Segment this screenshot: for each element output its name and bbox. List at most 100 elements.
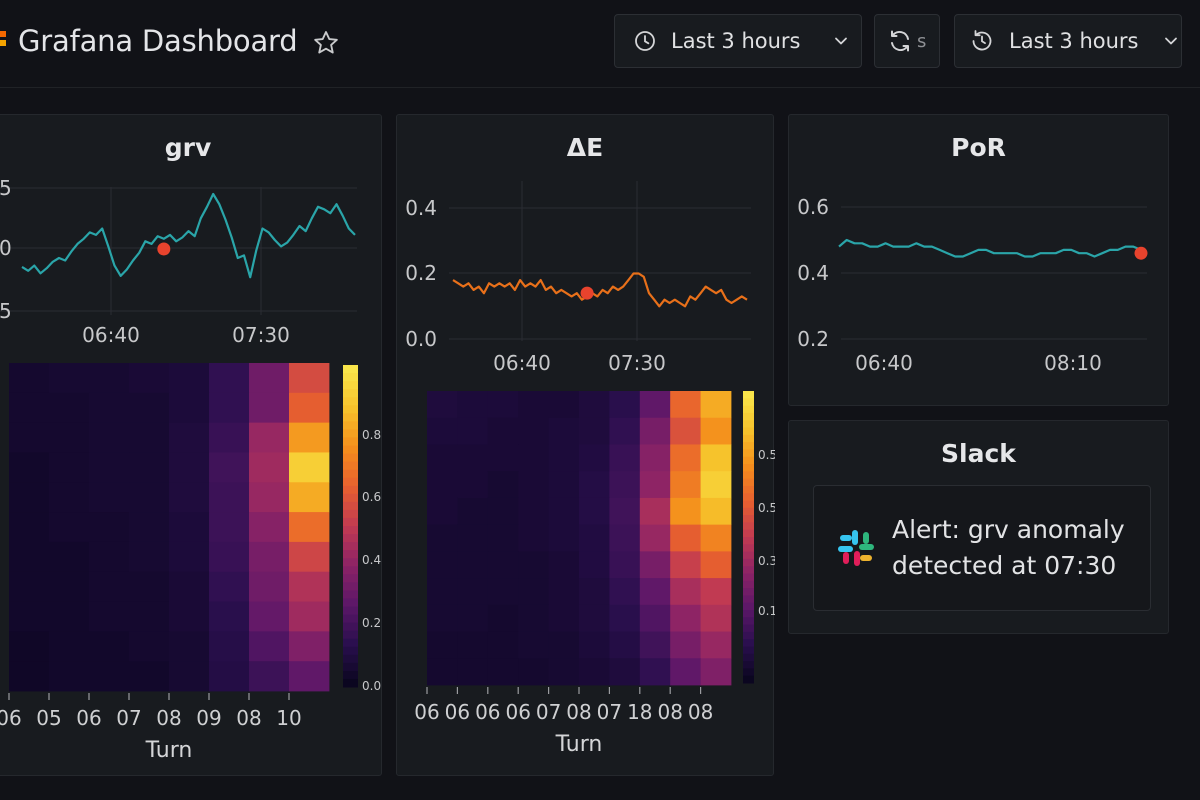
heatmap-cell: [579, 578, 610, 606]
heatmap-cell: [169, 571, 210, 602]
heatmap-cell: [249, 571, 290, 602]
star-icon[interactable]: [312, 29, 340, 57]
heatmap-cell: [487, 551, 519, 579]
x-category-label: 06: [505, 700, 530, 724]
heatmap-cell: [700, 497, 732, 526]
anomaly-marker: [580, 286, 594, 300]
colorbar-segment: [743, 631, 754, 640]
heatmap-cell: [457, 497, 489, 526]
heatmap-cell: [129, 482, 170, 513]
x-category-label: 08: [156, 706, 181, 730]
heatmap-cell: [518, 471, 549, 499]
panel-delta-e[interactable]: ΔE 0.4 0.2 0.0 06:40 07:30 06 06 06 06 07 08 07 18 08…: [396, 114, 775, 776]
y-tick-label: 0.2: [405, 261, 437, 285]
heatmap-cell: [548, 524, 580, 552]
colorbar-segment: [343, 421, 358, 430]
x-category-label: 08: [657, 700, 682, 724]
heatmap-cell: [670, 604, 701, 632]
heatmap-cell: [609, 444, 641, 472]
time-range-picker-secondary[interactable]: Last 3 hours: [954, 14, 1182, 68]
colorbar-segment: [743, 653, 754, 662]
heatmap-cell: [249, 601, 290, 632]
colorbar-segment: [343, 477, 358, 487]
heatmap-cell: [289, 452, 330, 483]
heatmap-cell: [609, 658, 641, 686]
colorbar-segment: [743, 412, 754, 421]
colorbar-segment: [743, 551, 754, 560]
heatmap-cell: [169, 392, 210, 424]
heatmap-cell: [249, 631, 290, 662]
anomaly-marker: [1134, 246, 1148, 260]
colorbar-segment: [743, 434, 754, 443]
panel-grv[interactable]: grv 5 0 5 06:40 07:30 06 05 06 07 08 09 08 10 Turn 0.8…: [0, 114, 382, 776]
heatmap-cell: [49, 363, 90, 394]
time-range-label-secondary: Last 3 hours: [1009, 29, 1139, 53]
x-category-label: 08: [566, 700, 591, 724]
heatmap-cell: [518, 497, 549, 526]
heatmap-cell: [639, 658, 671, 686]
colorbar-segment: [343, 445, 358, 455]
x-category-label: 06: [414, 700, 439, 724]
colorbar-segment: [343, 598, 358, 607]
heatmap-cell: [49, 541, 90, 573]
heatmap-cell: [487, 658, 519, 686]
colorbar-segment: [343, 646, 358, 656]
refresh-button[interactable]: s: [874, 14, 940, 68]
series-line-ΔE: [452, 272, 748, 308]
heatmap-cell: [639, 444, 671, 472]
colorbar-segment: [343, 622, 358, 632]
heatmap-cell: [639, 604, 671, 632]
heatmap-cell: [169, 631, 210, 662]
heatmap-cell: [609, 497, 641, 526]
panel-por[interactable]: PoR 0.6 0.4 0.2 06:40 08:10: [788, 114, 1169, 406]
heatmap-cell: [670, 417, 701, 445]
heatmap-cell: [639, 497, 671, 526]
panel-slack[interactable]: Slack Alert: grv anomaly detected at 07:…: [788, 420, 1169, 634]
x-category-label: 07: [116, 706, 141, 730]
heatmap-cell: [457, 551, 489, 579]
heatmap-cell: [518, 524, 549, 552]
colorbar-segment: [743, 661, 754, 669]
colorbar-segment: [743, 427, 754, 436]
heatmap-cell: [457, 417, 489, 445]
heatmap-cell: [9, 422, 50, 453]
heatmap-cell: [9, 661, 50, 692]
heatmap-cell: [427, 631, 458, 659]
heatmap-cell: [89, 482, 130, 513]
heatmap-cell: [129, 571, 170, 602]
heatmap-cell: [209, 601, 250, 632]
x-category-label: 05: [36, 706, 61, 730]
colorbar-segment: [743, 544, 754, 553]
colorbar-segment: [343, 638, 358, 648]
grafana-logo-icon: [0, 31, 6, 46]
heatmap-cell: [89, 631, 130, 662]
heatmap-cell: [289, 661, 330, 692]
heatmap-cell: [609, 391, 641, 419]
time-range-picker[interactable]: Last 3 hours: [614, 14, 862, 68]
heatmap-cell: [548, 417, 580, 445]
colorbar-segment: [743, 602, 754, 611]
heatmap-cell: [169, 422, 210, 453]
heatmap-cell: [209, 512, 250, 543]
colorbar-segment: [343, 413, 358, 422]
heatmap-cell: [129, 512, 170, 543]
heatmap-cell: [249, 363, 290, 394]
heatmap-cell: [169, 512, 210, 543]
colorbar-segment: [343, 582, 358, 591]
heatmap-cell: [129, 422, 170, 453]
colorbar-segment: [743, 398, 754, 407]
heatmap-cell: [209, 452, 250, 483]
heatmap-cell: [487, 417, 519, 445]
y-tick-label: 0.4: [405, 196, 437, 220]
heatmap-cell: [700, 578, 732, 606]
heatmap-cell: [169, 482, 210, 513]
x-tick-label: 08:10: [1044, 351, 1102, 375]
colorbar-segment: [743, 595, 754, 604]
anomaly-marker: [157, 242, 171, 256]
heatmap-cell: [9, 571, 50, 602]
x-category-label: 08: [688, 700, 713, 724]
x-tick-label: 06:40: [493, 351, 551, 375]
colorbar-segment: [743, 471, 754, 480]
panel-title: grv: [164, 133, 212, 162]
slack-alert-card[interactable]: Alert: grv anomaly detected at 07:30: [813, 485, 1151, 611]
